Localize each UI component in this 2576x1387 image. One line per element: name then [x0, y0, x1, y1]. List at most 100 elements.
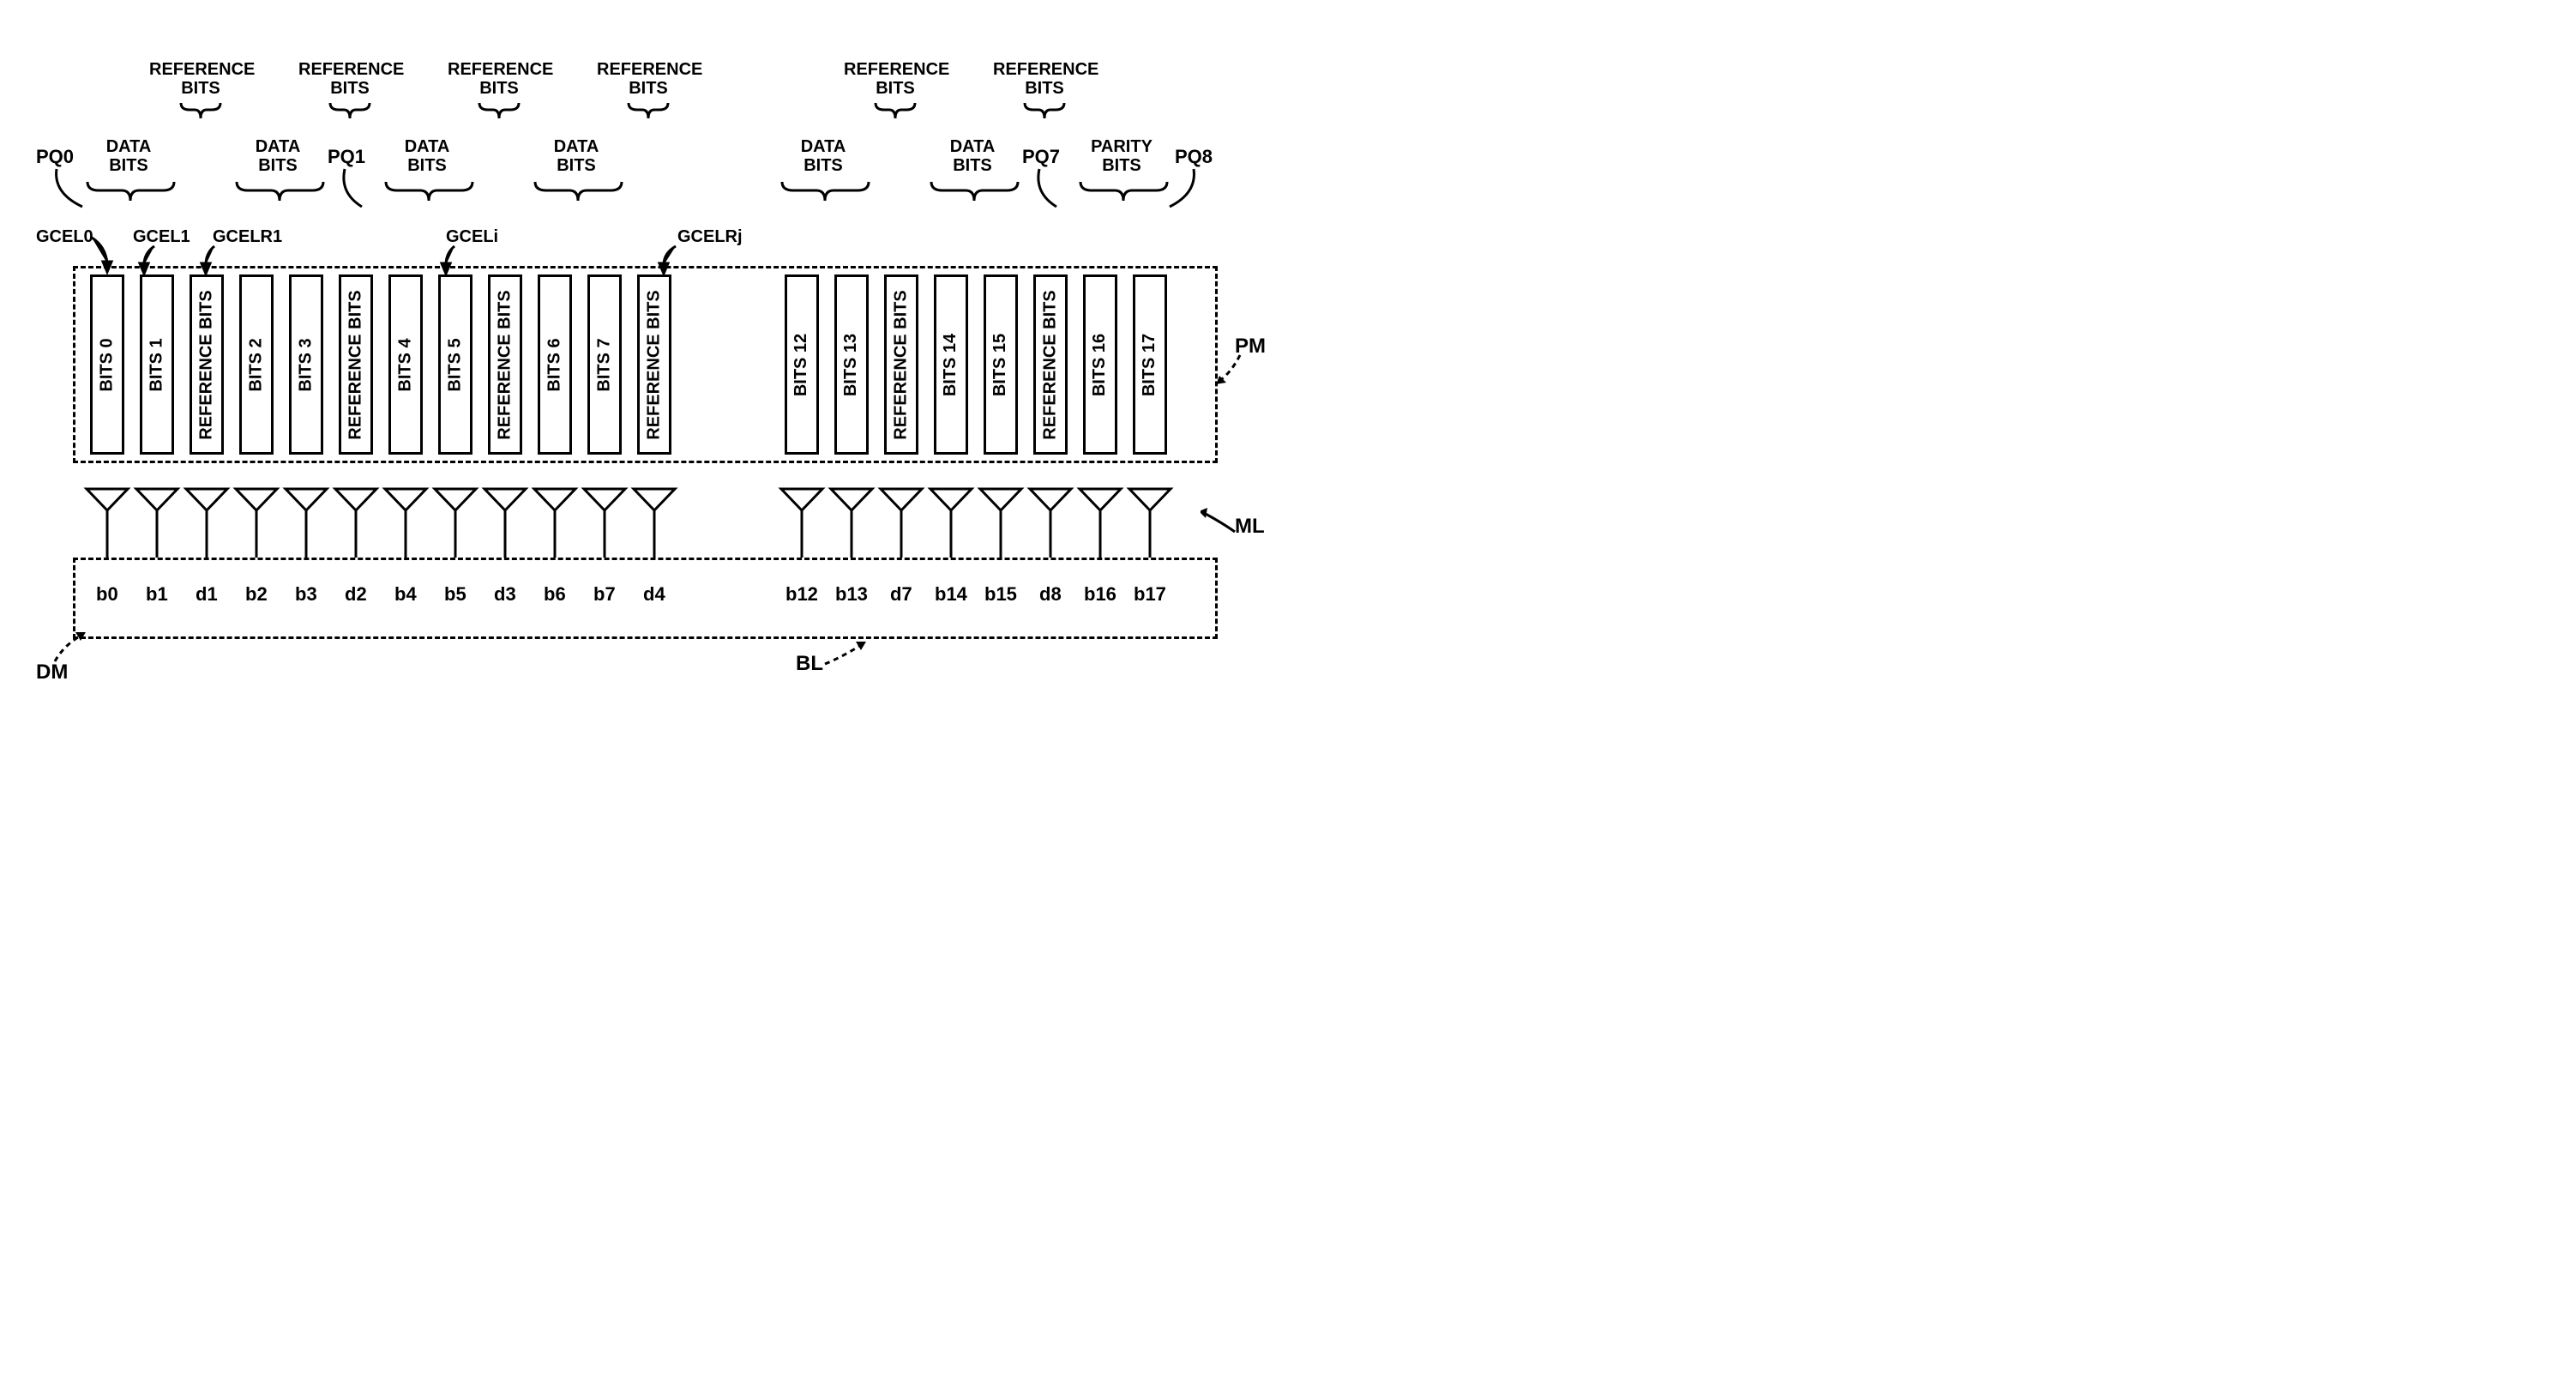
t: DATABITS: [801, 137, 846, 175]
t: BITS 5: [446, 338, 466, 391]
ref-bits-label: REFERENCEBITS: [298, 60, 401, 98]
cell-bits7: BITS 7: [587, 274, 622, 455]
pq-leader: [1031, 167, 1060, 210]
memory-diagram: REFERENCEBITS REFERENCEBITS REFERENCEBIT…: [26, 26, 1269, 678]
dm-b4: b4: [394, 583, 417, 606]
ref-bits-label: REFERENCEBITS: [597, 60, 700, 98]
cell-bits17: BITS 17: [1133, 274, 1167, 455]
cell-ref8: REFERENCE BITS: [1033, 274, 1068, 455]
funnel-row: [26, 485, 1226, 562]
bl-label: BL: [796, 652, 823, 676]
gcel0-label: GCEL0: [36, 227, 93, 247]
brace: [478, 101, 521, 120]
dm-b2: b2: [245, 583, 268, 606]
brace: [874, 101, 917, 120]
ml-label: ML: [1235, 515, 1265, 539]
t: REFERENCEBITS: [844, 60, 949, 98]
bl-leader: [823, 642, 866, 676]
dm-d7: d7: [890, 583, 912, 606]
cell-bits16: BITS 16: [1083, 274, 1117, 455]
t: BITS 15: [991, 333, 1011, 395]
gcelr1-label: GCELR1: [213, 227, 282, 247]
t: BITS 16: [1091, 333, 1110, 395]
t: BITS 1: [147, 338, 167, 391]
pq8-label: PQ8: [1175, 146, 1213, 168]
t: BITS 14: [942, 333, 961, 395]
t: REFERENCEBITS: [149, 60, 255, 98]
t: REFERENCE BITS: [1041, 290, 1061, 439]
cell-bits5: BITS 5: [438, 274, 472, 455]
t: DATABITS: [106, 137, 152, 175]
ref-bits-label: REFERENCEBITS: [448, 60, 551, 98]
dm-d3: d3: [494, 583, 516, 606]
pq7-label: PQ7: [1022, 146, 1060, 168]
brace-wide: [533, 180, 623, 202]
dm-b15: b15: [984, 583, 1017, 606]
brace: [627, 101, 670, 120]
dm-b17: b17: [1134, 583, 1166, 606]
cell-bits12: BITS 12: [785, 274, 819, 455]
pq-leader: [336, 167, 365, 210]
cell-bits14: BITS 14: [934, 274, 968, 455]
t: BITS 0: [98, 338, 117, 391]
pq0-label: PQ0: [36, 146, 74, 168]
cell-bits13: BITS 13: [834, 274, 869, 455]
cell-ref2: REFERENCE BITS: [339, 274, 373, 455]
brace: [1023, 101, 1066, 120]
dm-leader: [51, 630, 86, 665]
data-bits-label: DATABITS: [538, 137, 615, 175]
t: REFERENCEBITS: [993, 60, 1098, 98]
dm-b16: b16: [1084, 583, 1116, 606]
brace-wide: [780, 180, 870, 202]
t: BITS 13: [842, 333, 862, 395]
dm-b7: b7: [593, 583, 616, 606]
t: REFERENCE BITS: [197, 290, 217, 439]
dm-d1: d1: [196, 583, 218, 606]
brace-wide: [235, 180, 325, 202]
dm-b12: b12: [785, 583, 818, 606]
data-bits-label: DATABITS: [934, 137, 1011, 175]
t: DATABITS: [554, 137, 599, 175]
t: BITS 4: [396, 338, 416, 391]
dm-b0: b0: [96, 583, 118, 606]
cell-bits15: BITS 15: [984, 274, 1018, 455]
brace: [328, 101, 371, 120]
dm-b1: b1: [146, 583, 168, 606]
pq-leader: [50, 167, 84, 210]
t: REFERENCEBITS: [448, 60, 553, 98]
cell-bits2: BITS 2: [239, 274, 274, 455]
t: DATABITS: [256, 137, 301, 175]
dm-b3: b3: [295, 583, 317, 606]
ref-bits-label: REFERENCEBITS: [844, 60, 947, 98]
t: BITS 3: [297, 338, 316, 391]
cell-ref3: REFERENCE BITS: [488, 274, 522, 455]
ref-bits-label: REFERENCEBITS: [993, 60, 1096, 98]
brace-wide: [384, 180, 474, 202]
t: BITS 17: [1141, 333, 1160, 395]
dm-b5: b5: [444, 583, 466, 606]
cell-ref4: REFERENCE BITS: [637, 274, 671, 455]
brace-wide: [930, 180, 1020, 202]
t: BITS 2: [247, 338, 267, 391]
gcelrj-label: GCELRj: [677, 227, 743, 247]
cell-ref7: REFERENCE BITS: [884, 274, 918, 455]
dm-d8: d8: [1039, 583, 1062, 606]
data-bits-label: DATABITS: [388, 137, 466, 175]
data-bits-label: DATABITS: [239, 137, 316, 175]
t: REFERENCEBITS: [597, 60, 702, 98]
brace: [179, 101, 222, 120]
cell-bits1: BITS 1: [140, 274, 174, 455]
t: REFERENCE BITS: [346, 290, 366, 439]
t: BITS 7: [595, 338, 615, 391]
cell-bits4: BITS 4: [388, 274, 423, 455]
t: DATABITS: [405, 137, 450, 175]
pq-leader: [1168, 167, 1202, 210]
cell-bits6: BITS 6: [538, 274, 572, 455]
dm-b6: b6: [544, 583, 566, 606]
t: REFERENCE BITS: [645, 290, 665, 439]
brace-wide: [1079, 180, 1169, 202]
t: BITS 12: [792, 333, 812, 395]
dm-b14: b14: [935, 583, 967, 606]
t: PARITYBITS: [1091, 137, 1153, 175]
data-bits-label: DATABITS: [90, 137, 167, 175]
